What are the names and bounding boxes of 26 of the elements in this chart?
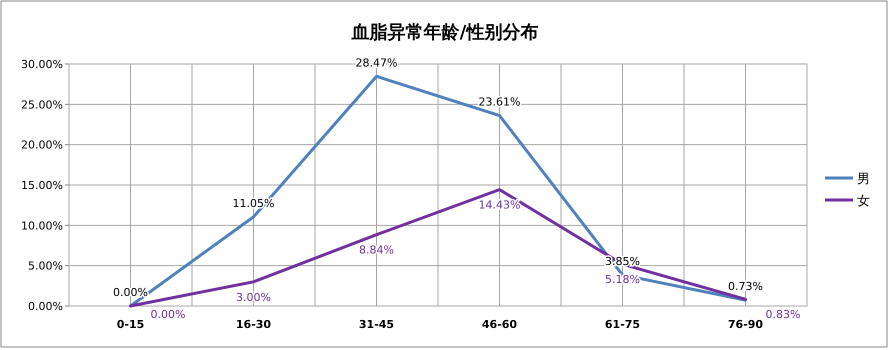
x-tick-label: 76-90 [728,318,764,331]
x-tick-label: 61-75 [604,318,640,331]
x-tick-label: 31-45 [358,318,394,331]
data-label: 28.47% [356,56,398,70]
x-tick-label: 46-60 [482,318,518,331]
data-label: 0.00% [150,308,186,321]
chart-title: 血脂异常年龄/性别分布 [350,22,538,43]
y-tick-label: 30.00% [21,58,63,71]
y-tick-label: 25.00% [21,98,63,112]
y-tick-label: 0.00% [28,300,63,313]
data-label: 14.43% [478,198,520,212]
data-label: 3.00% [236,290,271,304]
y-tick-label: 15.00% [21,179,63,192]
data-label: 23.61% [478,96,520,109]
y-tick-label: 10.00% [21,219,63,232]
data-label: 0.73% [728,280,763,294]
x-tick-label: 0-15 [116,318,144,331]
y-tick-label: 20.00% [21,138,63,152]
data-label: 0.83% [766,308,800,321]
data-label: 5.18% [605,273,640,286]
legend-label: 男 [857,172,870,187]
data-label: 8.84% [359,244,394,257]
y-tick-label: 5.00% [28,260,63,273]
data-label: 0.00% [113,286,148,299]
x-tick-label: 16-30 [236,318,272,331]
legend-label: 女 [857,194,870,209]
